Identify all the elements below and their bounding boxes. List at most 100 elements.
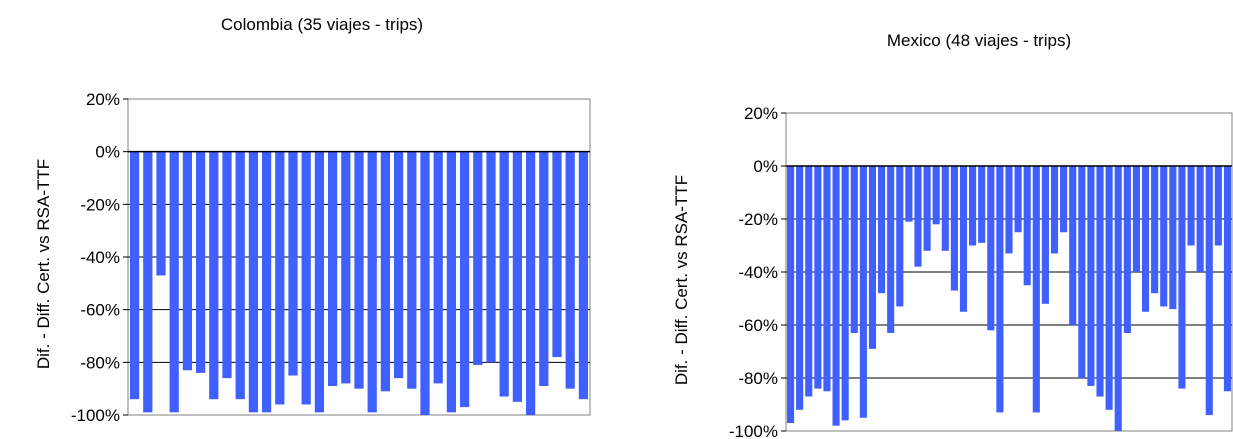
bar [459, 151, 470, 408]
y-tick-label: 0% [753, 157, 778, 176]
bar [932, 166, 940, 225]
bar [850, 166, 858, 333]
bar [499, 151, 509, 397]
bar [978, 166, 986, 243]
bar [987, 166, 995, 331]
bar [796, 166, 804, 410]
bar [552, 151, 562, 358]
bar [1069, 166, 1077, 325]
bar [841, 166, 849, 421]
bar-series [129, 151, 589, 416]
bar [1214, 166, 1222, 246]
bar [1087, 166, 1095, 386]
bar [565, 151, 575, 389]
y-tick-label: -60% [738, 316, 778, 335]
bar [327, 151, 338, 387]
bar [354, 151, 364, 389]
bar [1023, 166, 1031, 286]
bar [433, 151, 443, 384]
bar [143, 151, 153, 413]
bar [314, 151, 325, 413]
bar [1178, 166, 1186, 389]
y-tick-label: -80% [80, 353, 120, 372]
y-tick-label: -40% [80, 248, 120, 267]
bar [1005, 166, 1013, 254]
bar [1096, 166, 1104, 397]
bar [1041, 166, 1049, 304]
bar [996, 166, 1004, 413]
bar [420, 151, 430, 416]
bar [156, 151, 166, 276]
bar [486, 151, 496, 363]
bar [1078, 166, 1086, 378]
bar [1205, 166, 1213, 416]
bar [1141, 166, 1150, 312]
bar [914, 166, 922, 267]
y-tick-label: -20% [738, 210, 778, 229]
chart-title: Mexico (48 viajes - trips) [887, 31, 1071, 50]
bar [129, 151, 140, 400]
bar [1151, 166, 1159, 294]
bar [905, 166, 913, 222]
bar [941, 166, 949, 251]
bar [275, 151, 285, 405]
bar [1060, 166, 1068, 233]
bar [169, 151, 179, 413]
bar [814, 166, 822, 389]
bar [195, 151, 206, 373]
bar [823, 166, 831, 392]
bar [301, 151, 311, 405]
bar [832, 166, 840, 426]
bar [288, 151, 298, 376]
chart-colombia: Colombia (35 viajes - trips) Dif. - Diff… [34, 15, 591, 425]
bar [896, 166, 904, 307]
bar [473, 151, 483, 365]
bar [868, 166, 877, 349]
bar [787, 166, 795, 424]
bar [805, 166, 813, 397]
bar [878, 166, 886, 294]
bar [341, 151, 351, 384]
bar [1123, 166, 1131, 333]
bar [887, 166, 895, 333]
bar [578, 151, 589, 400]
y-tick-label: -100% [729, 422, 778, 439]
bar [969, 166, 977, 246]
bar [1187, 166, 1195, 246]
bar [222, 151, 232, 379]
bar [525, 151, 536, 416]
chart-title: Colombia (35 viajes - trips) [221, 15, 423, 34]
y-tick-label: 20% [86, 90, 120, 109]
bar [1196, 166, 1204, 272]
y-axis-ticks: 20% 0% -20% -40% -60% -80% -100% [71, 90, 128, 425]
bar [446, 151, 457, 413]
bar [950, 166, 958, 291]
bar [182, 151, 193, 371]
bar [512, 151, 523, 402]
bar [1169, 166, 1177, 310]
bar [1132, 166, 1140, 272]
bar [1223, 166, 1231, 392]
y-tick-label: -20% [80, 195, 120, 214]
bar [1014, 166, 1022, 233]
bar [923, 166, 931, 251]
y-axis-label: Dif. - Diff. Cert. vs RSA-TTF [34, 159, 53, 369]
y-tick-label: 20% [744, 104, 778, 123]
bar [248, 151, 259, 413]
y-axis-ticks: 20% 0% -20% -40% -60% -80% -100% [729, 104, 786, 439]
bar [393, 151, 404, 379]
y-tick-label: 0% [95, 143, 120, 162]
bar [209, 151, 219, 400]
bar [1114, 166, 1122, 431]
bar [380, 151, 391, 392]
y-tick-label: -40% [738, 263, 778, 282]
bar [261, 151, 272, 413]
bar [959, 166, 968, 312]
bar [859, 166, 867, 418]
y-tick-label: -60% [80, 301, 120, 320]
chart-mexico: Mexico (48 viajes - trips) Dif. - Diff. … [672, 31, 1233, 439]
bar [235, 151, 245, 400]
bar-series [787, 166, 1231, 431]
y-tick-label: -100% [71, 406, 120, 425]
